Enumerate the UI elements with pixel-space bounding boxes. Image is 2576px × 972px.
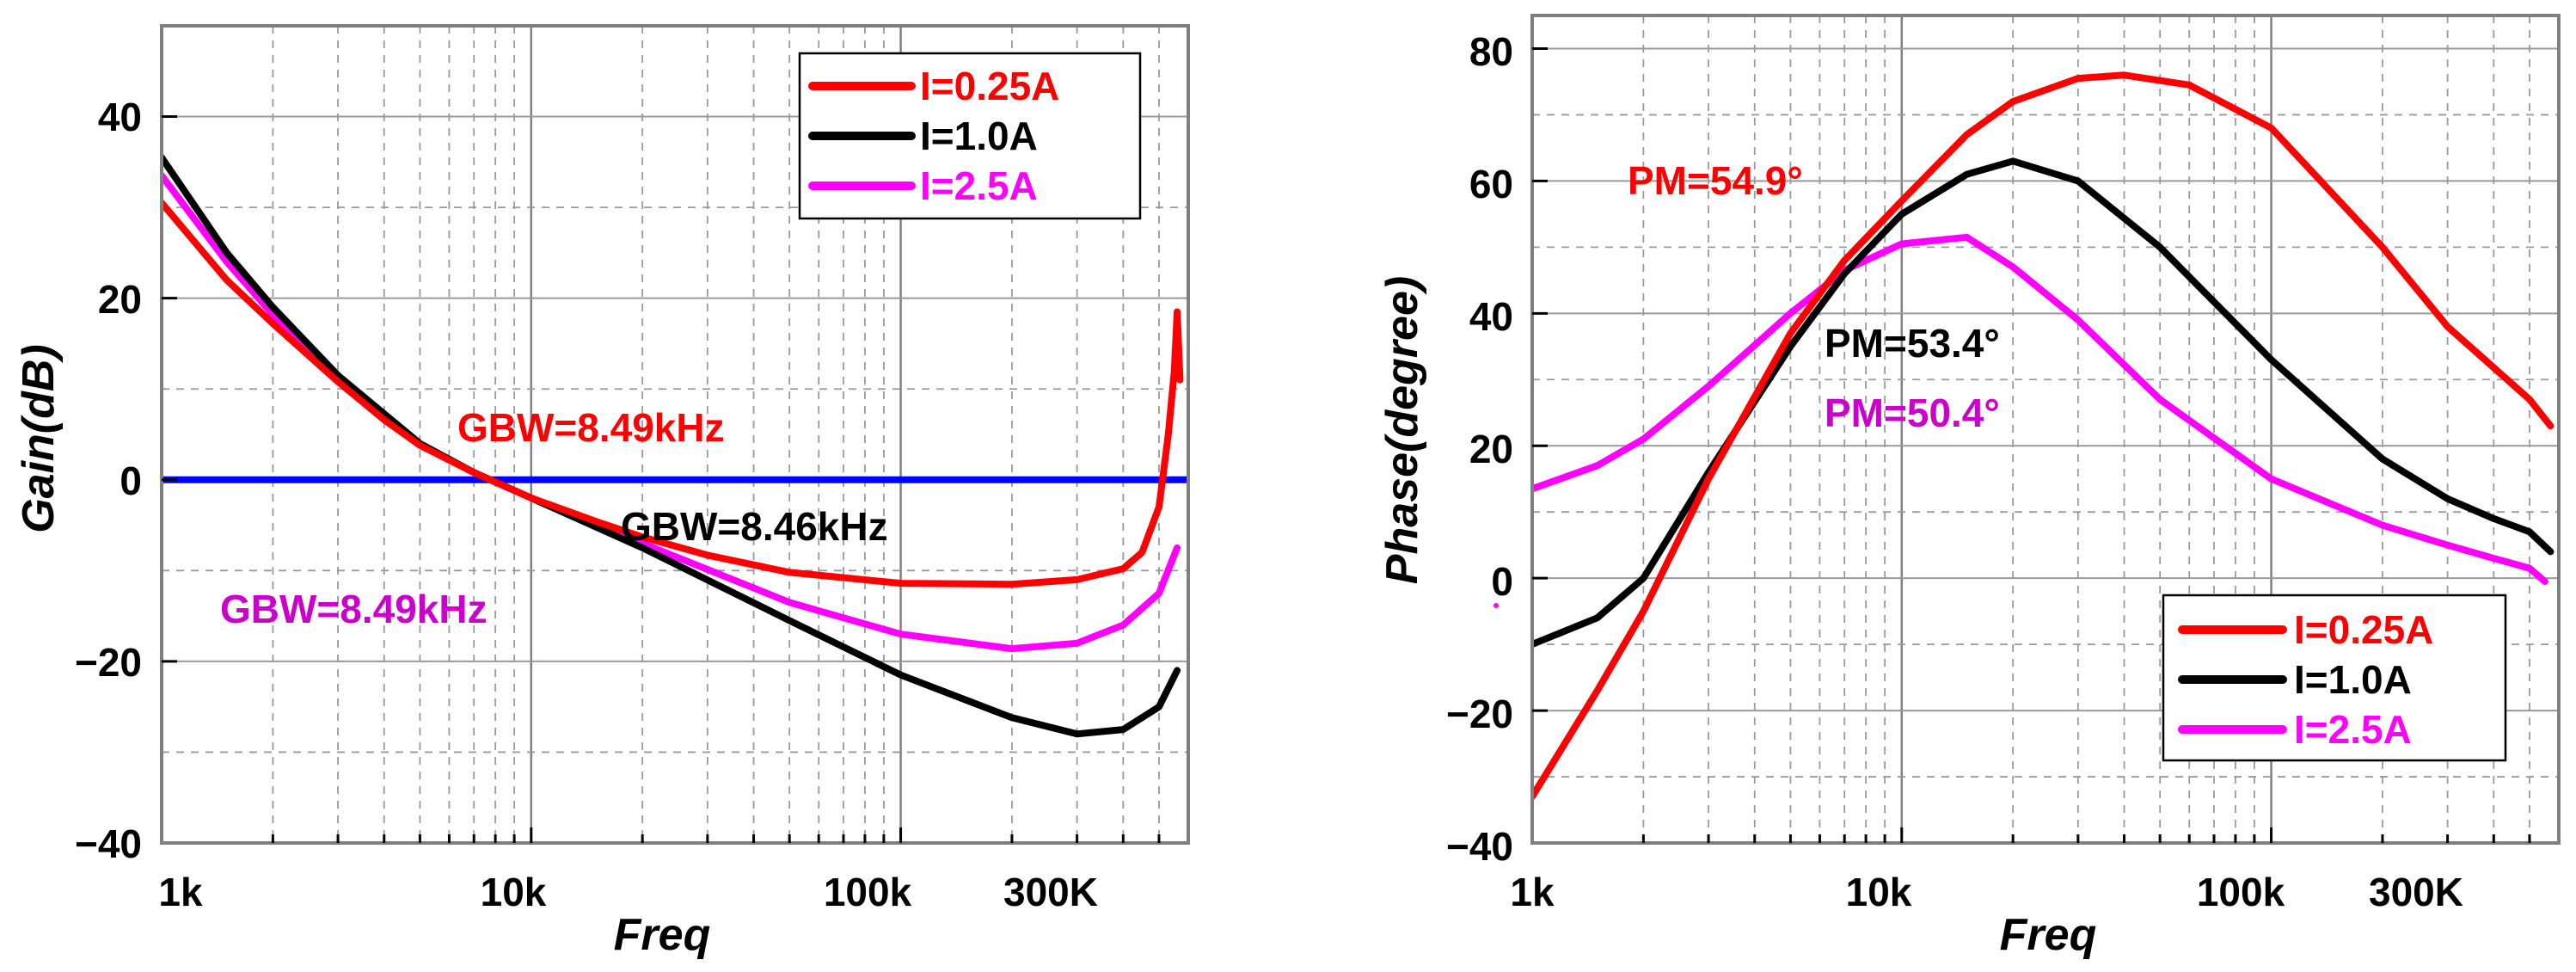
phase-legend-label-2.5A: I=2.5A bbox=[2294, 707, 2412, 752]
phase-legend-label-0.25A: I=0.25A bbox=[2294, 607, 2433, 652]
gain-legend-label-2.5A: I=2.5A bbox=[920, 163, 1038, 208]
phase-xlabel: Freq bbox=[2000, 910, 2097, 960]
phase-annotation-0.25A: PM=54.9° bbox=[1628, 158, 1803, 203]
phase-xtick-100k: 100k bbox=[2197, 870, 2285, 914]
phase-xtick-1k: 1k bbox=[1510, 870, 1555, 914]
gain-legend: I=0.25A I=1.0A I=2.5A bbox=[798, 52, 1142, 220]
gain-xlabel: Freq bbox=[614, 910, 711, 960]
phase-ylabel: Phase(degree) bbox=[1377, 276, 1427, 584]
gain-annotation-2.5A: GBW=8.49kHz bbox=[220, 587, 488, 631]
gain-xtick-10k: 10k bbox=[481, 870, 547, 914]
phase-ytick-20: 20 bbox=[1469, 427, 1513, 471]
gain-xtick-100k: 100k bbox=[824, 870, 912, 914]
phase-annotation-2.5A: PM=50.4° bbox=[1825, 391, 2000, 435]
gain-legend-label-0.25A: I=0.25A bbox=[920, 64, 1059, 108]
gain-annotation-1.0A: GBW=8.46kHz bbox=[621, 504, 888, 549]
gain-xtick-1k: 1k bbox=[158, 870, 203, 914]
gain-ytick-20: 20 bbox=[98, 277, 142, 322]
phase-ytick-40: 40 bbox=[1469, 294, 1513, 339]
phase-series-I-0.25A bbox=[1532, 71, 2555, 801]
gain-series-I-2.5A bbox=[162, 172, 1181, 653]
phase-ytick-neg20: −20 bbox=[1446, 692, 1513, 736]
gain-legend-label-1.0A: I=1.0A bbox=[920, 114, 1038, 158]
gain-ytick-neg20: −20 bbox=[75, 640, 142, 685]
phase-plot-frame bbox=[1530, 14, 2561, 845]
phase-ytick-60: 60 bbox=[1469, 162, 1513, 206]
gain-ytick-neg40: −40 bbox=[75, 821, 142, 866]
phase-xtick-10k: 10k bbox=[1846, 870, 1912, 914]
gain-ytick-40: 40 bbox=[98, 95, 142, 139]
phase-legend-label-1.0A: I=1.0A bbox=[2294, 657, 2412, 702]
gain-ytick-0: 0 bbox=[120, 458, 142, 503]
phase-series-I-2.5A bbox=[1532, 233, 2548, 585]
gain-xtick-300k: 300K bbox=[1003, 870, 1098, 914]
phase-xtick-300k: 300K bbox=[2369, 870, 2463, 914]
phase-series-I-1.0A bbox=[1532, 157, 2555, 649]
phase-plot: 1k 10k 100k 300K 80 60 40 20 0 −20 −40 F… bbox=[1377, 14, 2561, 960]
phase-ticks bbox=[1532, 46, 2531, 843]
phase-ytick-0: 0 bbox=[1491, 559, 1513, 604]
phase-annotation-1.0A: PM=53.4° bbox=[1825, 321, 2000, 366]
gain-ylabel: Gain(dB) bbox=[14, 344, 64, 533]
gain-plot-frame bbox=[160, 24, 1190, 845]
gain-ticks bbox=[162, 115, 1161, 843]
gain-series-I-1.0A bbox=[162, 154, 1181, 738]
phase-curves bbox=[1532, 71, 2555, 801]
gain-plot: 1k 10k 100k 300K 40 20 0 −20 −40 Freq Ga… bbox=[14, 24, 1190, 960]
gain-annotation-0.25A: GBW=8.49kHz bbox=[457, 405, 725, 450]
gain-series-I-0.25A bbox=[162, 199, 1184, 588]
phase-ytick-80: 80 bbox=[1469, 29, 1513, 74]
gain-curves bbox=[162, 154, 1188, 738]
phase-stray-point bbox=[1493, 603, 1499, 608]
phase-ytick-neg40: −40 bbox=[1446, 824, 1513, 869]
phase-legend: I=0.25A I=1.0A I=2.5A bbox=[2162, 594, 2507, 762]
